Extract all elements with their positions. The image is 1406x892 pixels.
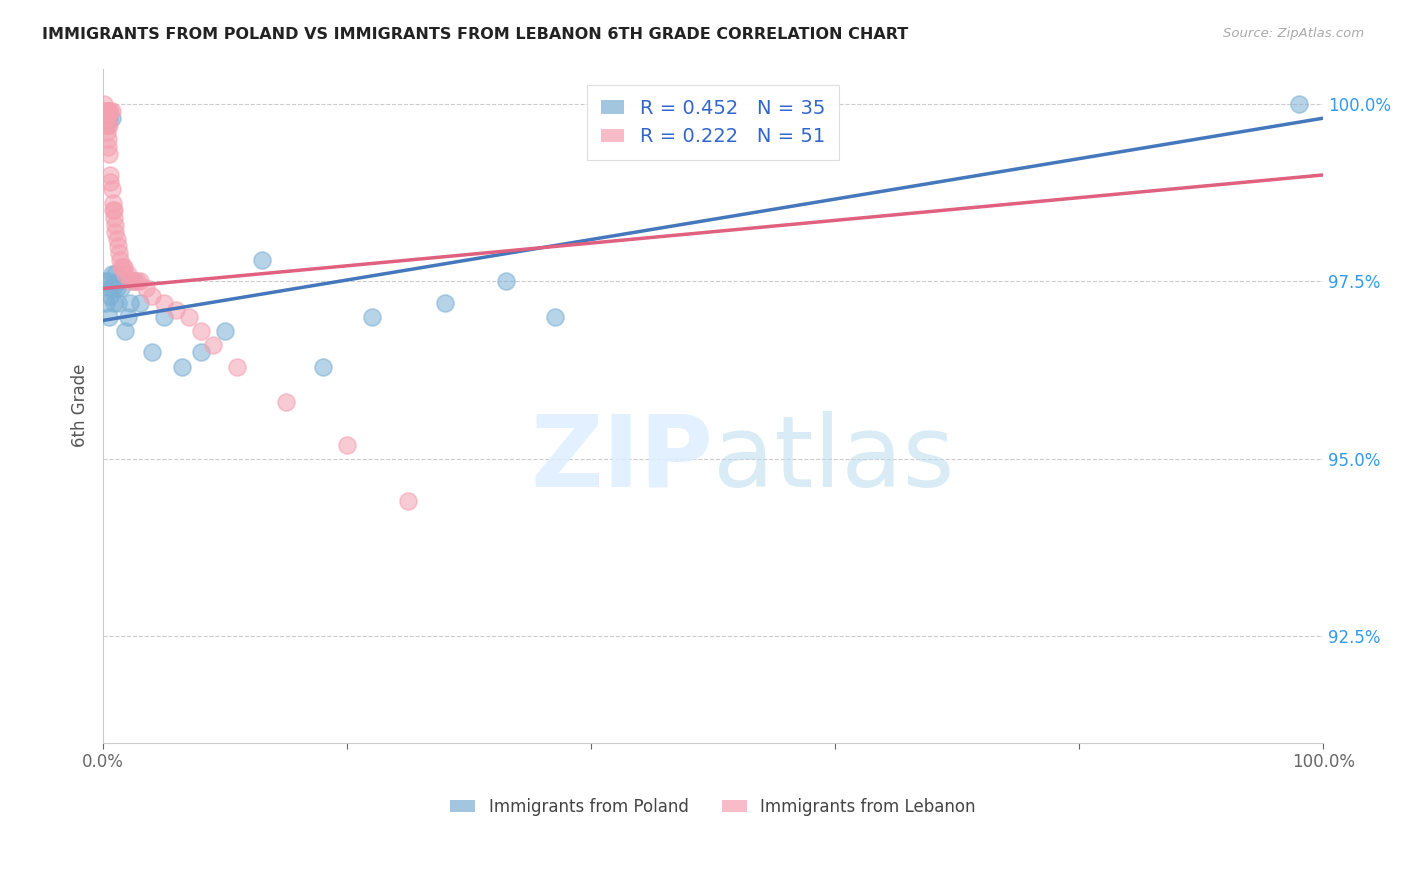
Point: [101, 203, 124, 218]
Point: [93, 274, 115, 288]
Point: [93, 97, 115, 112]
Point: [153, 295, 176, 310]
Point: [104, 218, 127, 232]
Text: IMMIGRANTS FROM POLAND VS IMMIGRANTS FROM LEBANON 6TH GRADE CORRELATION CHART: IMMIGRANTS FROM POLAND VS IMMIGRANTS FRO…: [42, 27, 908, 42]
Point: [122, 274, 145, 288]
Point: [96, 118, 118, 132]
Point: [114, 268, 136, 282]
Point: [128, 295, 150, 310]
Point: [98, 111, 121, 125]
Point: [96, 118, 118, 132]
Point: [118, 295, 141, 310]
Point: [108, 246, 131, 260]
Point: [107, 295, 129, 310]
Point: [111, 260, 134, 275]
Point: [104, 268, 127, 282]
Point: [94, 118, 117, 132]
Point: [103, 295, 125, 310]
Point: [117, 310, 139, 324]
Point: [312, 359, 335, 374]
Point: [110, 260, 132, 275]
Point: [114, 324, 136, 338]
Point: [108, 253, 131, 268]
Point: [94, 104, 117, 119]
Point: [112, 260, 135, 275]
Point: [98, 104, 121, 119]
Point: [101, 281, 124, 295]
Point: [97, 132, 120, 146]
Point: [98, 310, 121, 324]
Point: [153, 310, 176, 324]
Point: [96, 111, 118, 125]
Point: [165, 302, 187, 317]
Point: [141, 345, 163, 359]
Point: [495, 274, 517, 288]
Point: [433, 295, 456, 310]
Point: [103, 211, 125, 225]
Point: [122, 274, 145, 288]
Point: [94, 111, 117, 125]
Point: [94, 295, 117, 310]
Point: [103, 203, 125, 218]
Point: [97, 274, 120, 288]
Point: [97, 139, 120, 153]
Point: [100, 182, 122, 196]
Point: [214, 324, 236, 338]
Text: ZIP: ZIP: [530, 411, 713, 508]
Point: [98, 146, 121, 161]
Point: [108, 274, 131, 288]
Point: [172, 359, 194, 374]
Point: [336, 437, 359, 451]
Point: [135, 281, 157, 295]
Point: [96, 104, 118, 119]
Point: [250, 253, 273, 268]
Point: [97, 104, 120, 119]
Point: [93, 111, 115, 125]
Point: [98, 118, 121, 132]
Point: [93, 104, 115, 119]
Point: [96, 125, 118, 139]
Point: [118, 274, 141, 288]
Point: [1288, 97, 1310, 112]
Point: [100, 281, 122, 295]
Point: [190, 324, 212, 338]
Point: [127, 274, 149, 288]
Point: [543, 310, 565, 324]
Point: [226, 359, 249, 374]
Text: atlas: atlas: [713, 411, 955, 508]
Point: [396, 494, 419, 508]
Point: [104, 225, 127, 239]
Point: [110, 281, 132, 295]
Point: [177, 310, 200, 324]
Y-axis label: 6th Grade: 6th Grade: [72, 364, 89, 447]
Point: [96, 111, 118, 125]
Point: [105, 232, 128, 246]
Point: [100, 168, 122, 182]
Point: [100, 104, 122, 119]
Point: [276, 395, 298, 409]
Point: [100, 288, 122, 302]
Point: [117, 268, 139, 282]
Text: Source: ZipAtlas.com: Source: ZipAtlas.com: [1223, 27, 1364, 40]
Point: [100, 175, 122, 189]
Point: [190, 345, 212, 359]
Point: [101, 196, 124, 211]
Point: [107, 239, 129, 253]
Point: [141, 288, 163, 302]
Point: [100, 268, 122, 282]
Point: [360, 310, 382, 324]
Point: [100, 111, 122, 125]
Legend: Immigrants from Poland, Immigrants from Lebanon: Immigrants from Poland, Immigrants from …: [444, 791, 983, 822]
Point: [128, 274, 150, 288]
Point: [201, 338, 224, 352]
Point: [100, 104, 122, 119]
Point: [105, 281, 128, 295]
